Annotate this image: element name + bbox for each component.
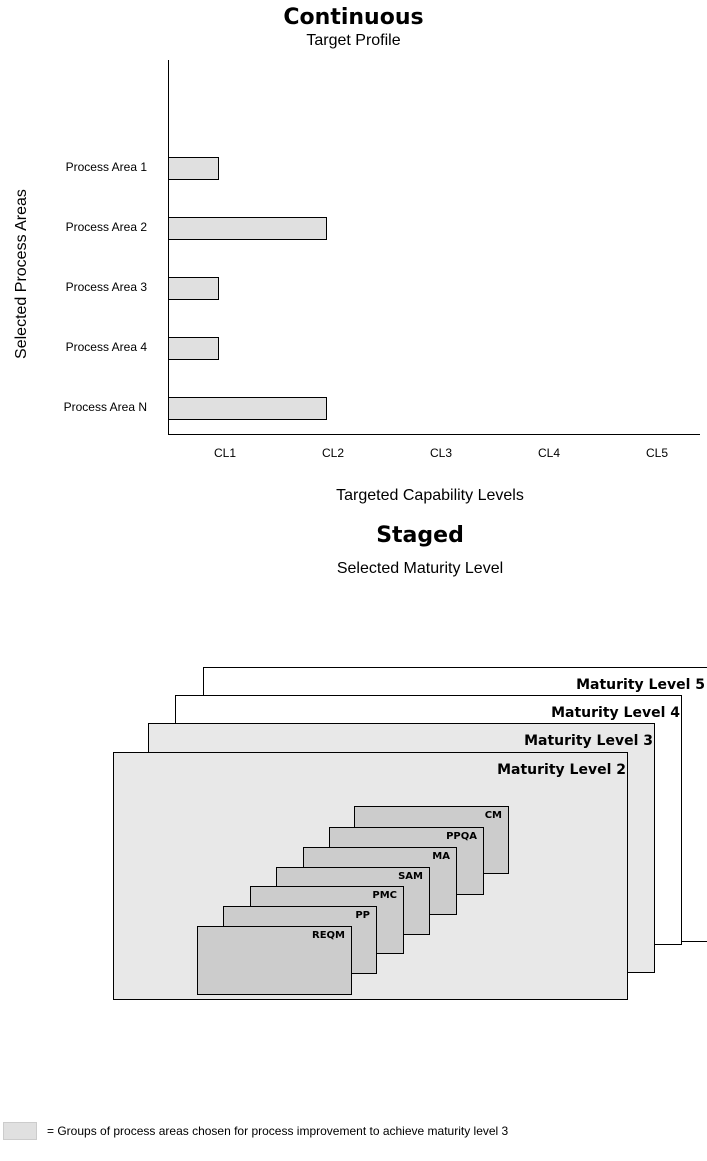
maturity-level-label: Maturity Level 2 [497,762,626,778]
capability-level-tick: CL4 [537,446,560,460]
capability-bar [168,277,219,300]
process-area-card-label: PPQA [446,831,477,842]
capability-bar [168,217,327,240]
process-area-card [197,926,352,995]
capability-level-tick: CL5 [645,446,668,460]
continuous-subtitle: Target Profile [306,32,401,49]
process-area-card-label: PMC [372,890,397,901]
process-area-label: Process Area 1 [65,160,147,174]
staged-title: Staged [376,523,464,548]
process-area-card-label: CM [484,810,502,821]
maturity-level-label: Maturity Level 4 [551,705,680,721]
process-area-card-label: REQM [312,930,345,941]
process-area-card-label: PP [355,910,370,921]
capability-level-tick: CL1 [213,446,236,460]
process-area-card-label: MA [432,851,450,862]
x-axis-label: Targeted Capability Levels [336,487,524,504]
process-area-label: Process Area 3 [65,280,147,294]
legend-text: = Groups of process areas chosen for pro… [47,1124,509,1138]
capability-bar [168,157,219,180]
legend-swatch [3,1122,37,1140]
process-area-card-label: SAM [398,871,423,882]
maturity-level-label: Maturity Level 3 [524,733,653,749]
process-area-label: Process Area 2 [65,220,147,234]
staged-subtitle: Selected Maturity Level [336,560,504,577]
x-axis-line [168,434,700,435]
capability-level-tick: CL2 [321,446,344,460]
process-area-label: Process Area 4 [65,340,147,354]
y-axis-line [168,60,169,434]
process-area-label: Process Area N [63,400,147,414]
capability-bar [168,397,327,420]
maturity-level-label: Maturity Level 5 [576,677,705,693]
capability-chart: Process Area 1 Process Area 2 Process Area… [0,0,707,470]
capability-bar [168,337,219,360]
continuous-title: Continuous [283,5,424,30]
capability-level-tick: CL3 [429,446,452,460]
